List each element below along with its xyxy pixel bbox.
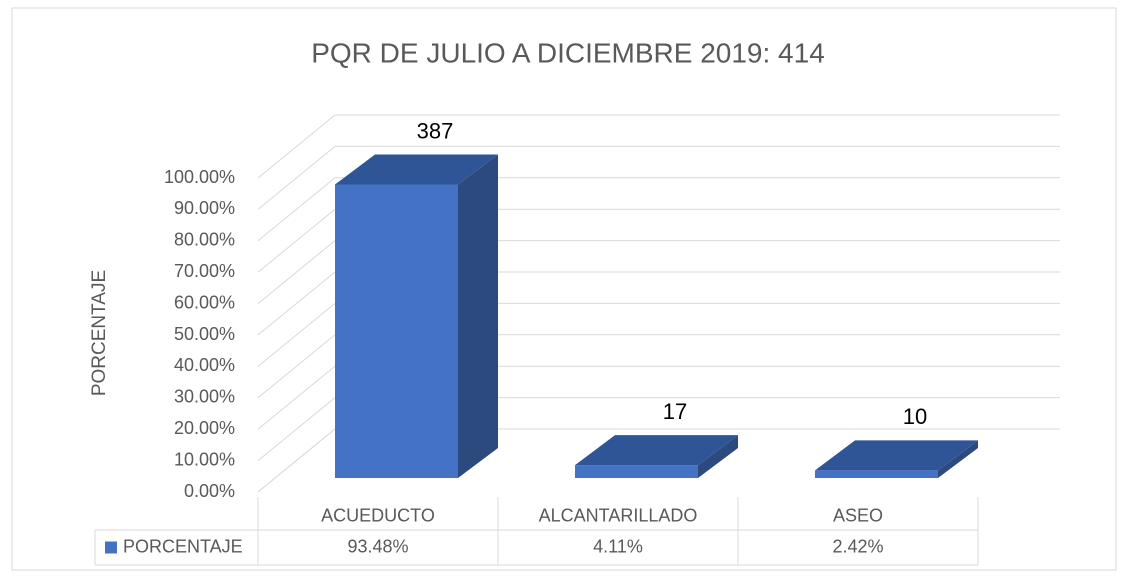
bar [335,184,458,479]
legend-label: PORCENTAJE [123,536,243,556]
y-tick-label: 50.00% [174,324,235,344]
table-value: 2.42% [832,536,883,556]
bar-top [815,440,978,471]
bar [815,470,938,478]
bar-top [575,435,738,466]
legend-swatch [105,541,117,554]
bar-side [458,154,498,479]
y-tick-label: 20.00% [174,418,235,438]
grid-line [257,114,1060,179]
table-value: 4.11% [593,536,643,556]
grid-line [257,145,1060,210]
grid-line [257,177,1060,242]
y-axis-title: PORCENTAJE [89,270,110,396]
count-label: 10 [903,404,927,429]
y-tick-label: 90.00% [174,198,235,218]
y-tick-label: 60.00% [174,292,235,312]
chart-border [11,7,1117,571]
x-tick-label: ALCANTARILLADO [539,505,698,525]
y-tick-label: 80.00% [174,230,235,250]
x-tick-label: ACUEDUCTO [321,505,435,525]
y-tick-label: 10.00% [174,449,235,469]
count-label: 17 [663,399,687,424]
bar-top [335,154,498,185]
bar-side [938,440,978,478]
y-tick-label: 100.00% [164,167,235,187]
y-tick-label: 40.00% [174,355,235,375]
chart-title: PQR DE JULIO A DICIEMBRE 2019: 414 [311,37,825,68]
count-label: 387 [417,118,454,143]
y-tick-label: 70.00% [174,261,235,281]
bar [575,465,698,478]
table-value: 93.48% [347,536,408,556]
x-tick-label: ASEO [833,505,883,525]
y-tick-label: 30.00% [174,387,235,407]
y-tick-label: 0.00% [184,481,235,501]
bar-side [698,435,738,478]
